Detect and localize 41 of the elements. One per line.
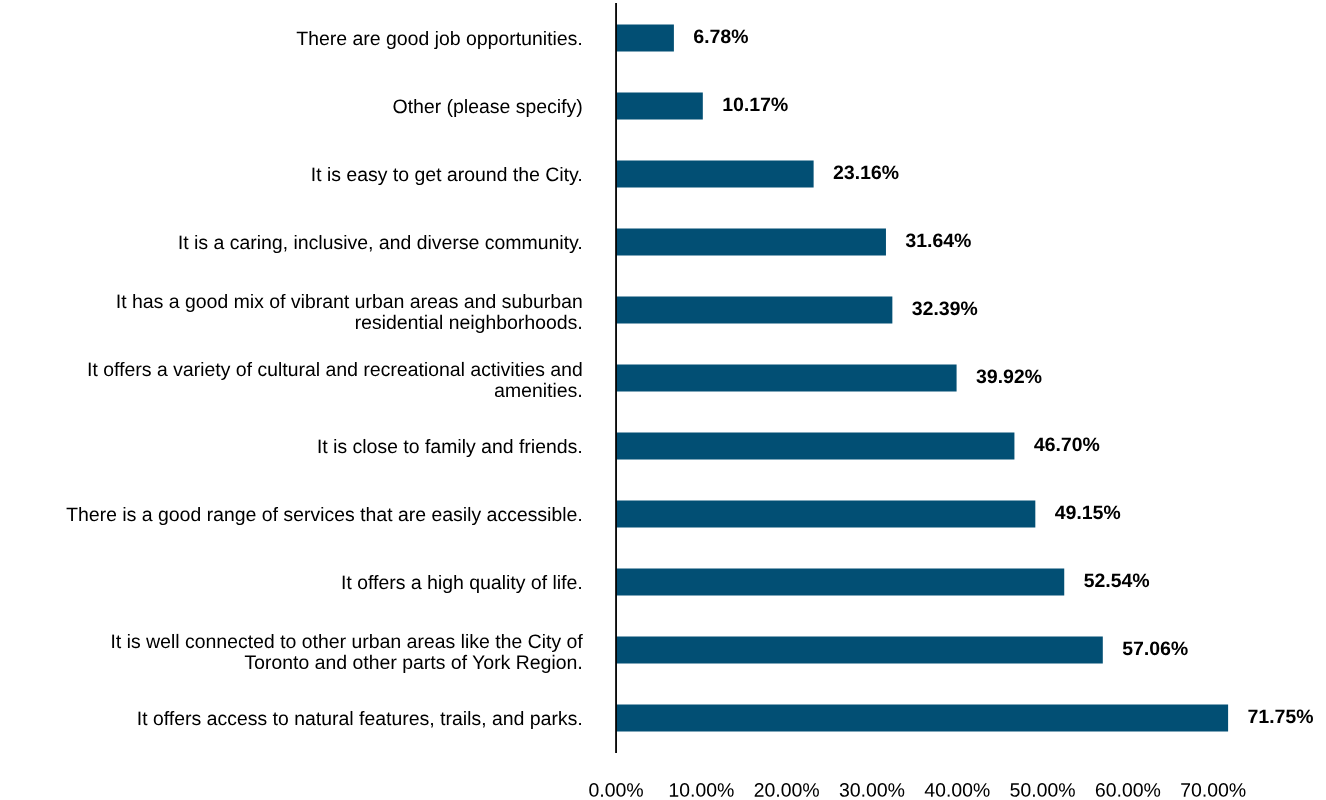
y-tick-label: There is a good range of services that are easily accessible. — [66, 506, 581, 526]
bar — [616, 500, 1036, 528]
x-tick-label: 70.00% — [1181, 783, 1246, 797]
data-label: 31.64% — [905, 233, 971, 248]
x-tick-label: 60.00% — [1095, 783, 1161, 797]
x-tick-label: 20.00% — [754, 783, 819, 797]
data-label: 10.17% — [723, 97, 788, 112]
bar — [616, 364, 957, 392]
bar — [616, 636, 1103, 664]
y-tick-label: It has a good mix of vibrant urban areas and suburban residential neighborhoods. — [117, 293, 582, 333]
x-tick-label: 50.00% — [1010, 783, 1075, 797]
bar — [616, 160, 814, 188]
y-tick-label: It is close to family and friends. — [318, 438, 581, 458]
y-tick-label: It offers a variety of cultural and recreational activities and amenities. — [88, 361, 582, 398]
y-tick-label: There are good job opportunities. — [296, 30, 581, 50]
x-tick-label: 10.00% — [669, 783, 734, 797]
data-label: 39.92% — [976, 369, 1042, 384]
y-tick-label: It offers a high quality of life. — [342, 574, 581, 594]
data-label: 49.15% — [1055, 505, 1121, 520]
x-tick-label: 0.00% — [589, 783, 643, 797]
bar — [616, 228, 886, 256]
y-tick-label: Other (please specify) — [393, 98, 582, 118]
bar — [616, 24, 674, 52]
data-label: 23.16% — [833, 165, 899, 180]
data-label: 32.39% — [912, 301, 978, 316]
x-tick-label: 30.00% — [839, 783, 905, 797]
bar — [616, 432, 1015, 460]
data-label: 6.78% — [694, 29, 748, 44]
bar — [616, 296, 893, 324]
data-label: 71.75% — [1248, 709, 1313, 724]
data-label: 57.06% — [1122, 641, 1188, 656]
bar — [616, 568, 1065, 596]
y-tick-label: It is well connected to other urban areas like the City of Toronto and other parts of York Region. — [112, 633, 583, 673]
bar — [616, 704, 1229, 732]
y-tick-label: It is easy to get around the City. — [312, 166, 581, 186]
data-label: 46.70% — [1034, 437, 1100, 452]
x-tick-label: 40.00% — [924, 783, 990, 797]
data-label: 52.54% — [1084, 573, 1150, 588]
y-tick-label: It offers access to natural features, trails, and parks. — [138, 710, 581, 730]
bar — [616, 92, 703, 120]
y-tick-label: It is a caring, inclusive, and diverse community. — [179, 234, 581, 254]
